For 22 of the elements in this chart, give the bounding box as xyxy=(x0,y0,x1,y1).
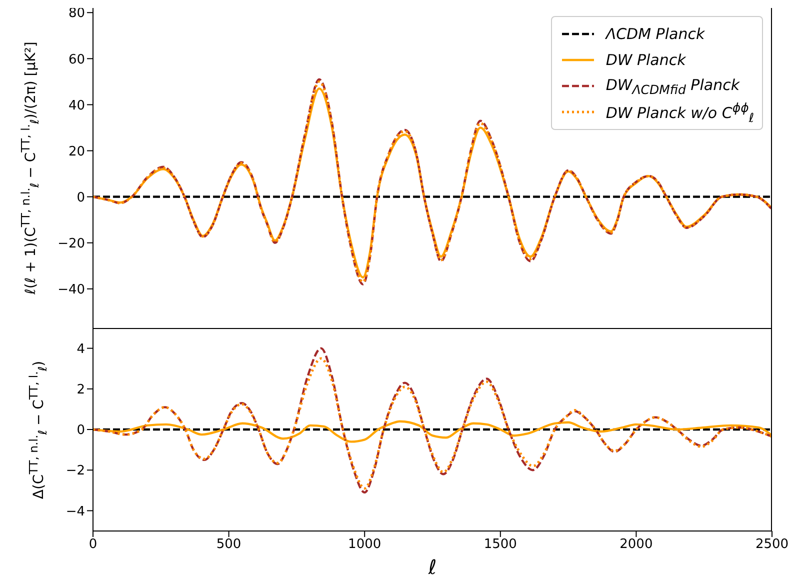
y-tick-label: 2 xyxy=(76,382,85,398)
x-tick-label: 2500 xyxy=(755,537,788,552)
y-tick-label: 0 xyxy=(76,190,85,206)
y-tick-label: −40 xyxy=(58,282,85,298)
y-tick-label: 60 xyxy=(68,52,85,68)
x-axis-title: ℓ xyxy=(428,555,437,579)
y-tick-label: −4 xyxy=(66,504,85,520)
x-tick-label: 2000 xyxy=(620,537,653,552)
y-tick-label: 0 xyxy=(76,423,85,438)
legend-label: ΛCDM Planck xyxy=(606,25,705,43)
line-series xyxy=(93,420,772,443)
y-tick-label: −20 xyxy=(58,236,85,252)
y-tick-label: −2 xyxy=(66,464,85,479)
y-tick-label: 40 xyxy=(68,98,85,114)
x-tick-label: 0 xyxy=(88,537,98,552)
y-tick-label: 20 xyxy=(68,144,85,160)
legend-label: DW Planck xyxy=(606,51,686,69)
x-tick-label: 1000 xyxy=(348,537,382,552)
x-tick-label: 1500 xyxy=(484,537,517,552)
y-tick-label: 4 xyxy=(76,342,85,357)
legend-label: DW$_{ΛCDMfid}$ Planck xyxy=(606,76,740,96)
x-tick-label: 500 xyxy=(216,537,242,552)
